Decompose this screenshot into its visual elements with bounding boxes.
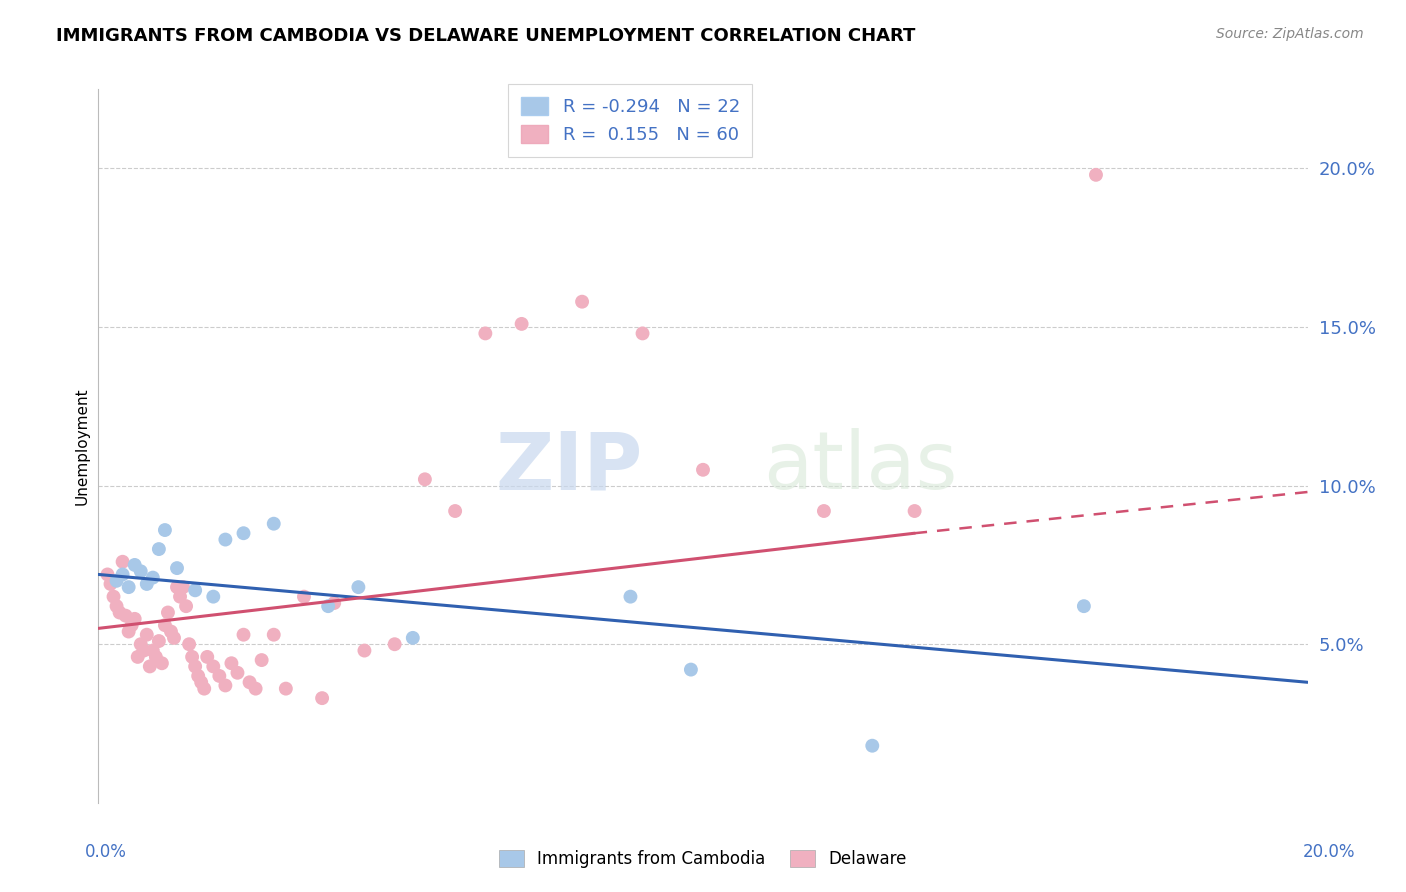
- Point: [153, 618, 176, 632]
- Point: [311, 691, 333, 706]
- Point: [221, 657, 243, 671]
- Point: [316, 599, 339, 614]
- Point: [142, 571, 165, 585]
- Point: [142, 643, 165, 657]
- Point: [245, 681, 267, 696]
- Text: atlas: atlas: [763, 428, 957, 507]
- Point: [105, 574, 128, 588]
- Point: [813, 504, 835, 518]
- Point: [148, 542, 170, 557]
- Text: ZIP: ZIP: [495, 428, 643, 507]
- Point: [127, 649, 149, 664]
- Point: [135, 577, 157, 591]
- Point: [860, 739, 883, 753]
- Point: [353, 643, 375, 657]
- Point: [384, 637, 406, 651]
- Point: [174, 599, 197, 614]
- Point: [292, 590, 315, 604]
- Point: [193, 681, 215, 696]
- Point: [160, 624, 183, 639]
- Point: [571, 294, 593, 309]
- Point: [190, 675, 212, 690]
- Text: IMMIGRANTS FROM CAMBODIA VS DELAWARE UNEMPLOYMENT CORRELATION CHART: IMMIGRANTS FROM CAMBODIA VS DELAWARE UNE…: [56, 27, 915, 45]
- Point: [187, 669, 209, 683]
- Point: [124, 612, 146, 626]
- Point: [114, 608, 136, 623]
- Point: [263, 516, 285, 531]
- Point: [129, 637, 152, 651]
- Point: [226, 665, 249, 680]
- Point: [692, 463, 714, 477]
- Point: [111, 555, 134, 569]
- Point: [214, 678, 236, 692]
- Point: [181, 649, 204, 664]
- Point: [474, 326, 496, 341]
- Point: [904, 504, 927, 518]
- Point: [172, 580, 194, 594]
- Point: [145, 649, 167, 664]
- Point: [153, 523, 176, 537]
- Point: [132, 643, 155, 657]
- Point: [510, 317, 533, 331]
- Point: [214, 533, 236, 547]
- Legend: Immigrants from Cambodia, Delaware: Immigrants from Cambodia, Delaware: [492, 843, 914, 875]
- Point: [239, 675, 262, 690]
- Point: [208, 669, 231, 683]
- Point: [202, 659, 225, 673]
- Point: [179, 637, 201, 651]
- Point: [631, 326, 654, 341]
- Text: 20.0%: 20.0%: [1302, 843, 1355, 861]
- Point: [1073, 599, 1095, 614]
- Point: [402, 631, 425, 645]
- Y-axis label: Unemployment: Unemployment: [75, 387, 90, 505]
- Point: [118, 624, 141, 639]
- Point: [156, 606, 179, 620]
- Point: [150, 657, 173, 671]
- Point: [169, 590, 191, 604]
- Point: [139, 659, 162, 673]
- Legend: R = -0.294   N = 22, R =  0.155   N = 60: R = -0.294 N = 22, R = 0.155 N = 60: [509, 84, 752, 157]
- Point: [166, 580, 188, 594]
- Point: [184, 659, 207, 673]
- Point: [100, 577, 122, 591]
- Point: [163, 631, 186, 645]
- Point: [263, 628, 285, 642]
- Point: [118, 580, 141, 594]
- Point: [413, 472, 436, 486]
- Point: [202, 590, 225, 604]
- Point: [195, 649, 218, 664]
- Point: [124, 558, 146, 572]
- Point: [444, 504, 467, 518]
- Point: [232, 628, 254, 642]
- Point: [347, 580, 370, 594]
- Point: [274, 681, 297, 696]
- Point: [96, 567, 118, 582]
- Point: [250, 653, 273, 667]
- Point: [232, 526, 254, 541]
- Point: [121, 618, 143, 632]
- Point: [619, 590, 641, 604]
- Point: [129, 564, 152, 578]
- Point: [103, 590, 125, 604]
- Text: Source: ZipAtlas.com: Source: ZipAtlas.com: [1216, 27, 1364, 41]
- Point: [184, 583, 207, 598]
- Point: [148, 634, 170, 648]
- Point: [166, 561, 188, 575]
- Point: [105, 599, 128, 614]
- Point: [108, 606, 131, 620]
- Point: [111, 567, 134, 582]
- Point: [323, 596, 346, 610]
- Point: [135, 628, 157, 642]
- Point: [679, 663, 702, 677]
- Text: 0.0%: 0.0%: [84, 843, 127, 861]
- Point: [1085, 168, 1108, 182]
